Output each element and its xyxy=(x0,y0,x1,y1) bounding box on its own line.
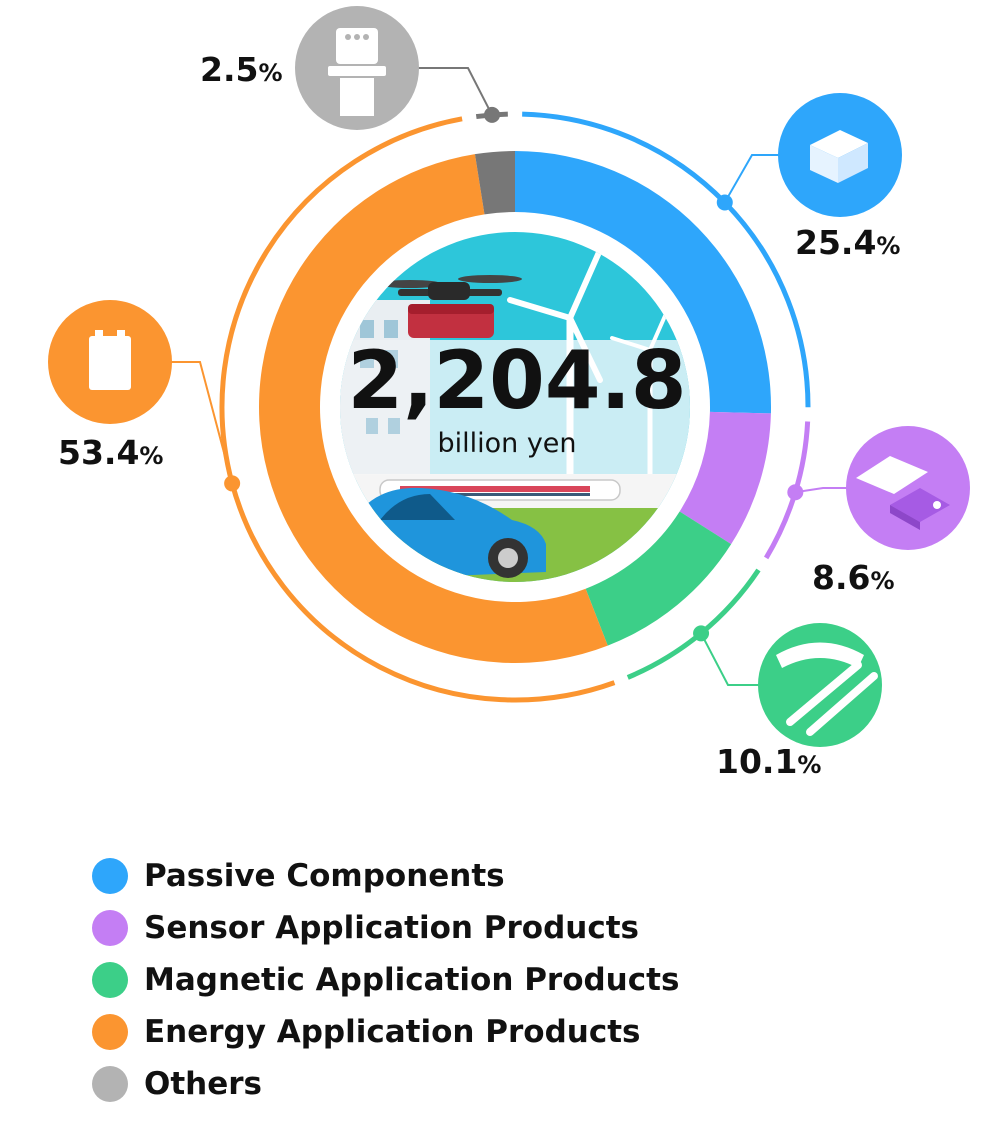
percentage-label-passive: 25.4% xyxy=(795,223,900,262)
donut-slice-2 xyxy=(585,511,732,646)
callout-dot-1 xyxy=(787,484,804,501)
legend-item-others: Others xyxy=(92,1058,679,1110)
legend-swatch xyxy=(92,962,128,998)
legend-label: Energy Application Products xyxy=(144,1014,641,1050)
legend-label: Sensor Application Products xyxy=(144,910,639,946)
legend-item-sensor: Sensor Application Products xyxy=(92,902,679,954)
drone-icon xyxy=(378,275,522,338)
total-value: 2,204.8 xyxy=(347,334,686,427)
percentage-label-sensor: 8.6% xyxy=(812,558,895,597)
donut-slices xyxy=(259,151,771,663)
callout-dot-0 xyxy=(716,194,733,211)
capacitor-chip-icon xyxy=(778,93,902,217)
donut-slice-3 xyxy=(259,154,608,663)
percentage-label-magnetic: 10.1% xyxy=(716,742,821,781)
total-unit: billion yen xyxy=(437,428,576,459)
magnetic-head-icon xyxy=(758,623,882,747)
donut-slice-4 xyxy=(474,151,515,215)
callout-dot-2 xyxy=(693,625,710,642)
donut-slice-1 xyxy=(679,411,771,545)
legend-swatch xyxy=(92,1014,128,1050)
legend-item-passive: Passive Components xyxy=(92,850,679,902)
legend-item-energy: Energy Application Products xyxy=(92,1006,679,1058)
sensor-chip-icon xyxy=(846,426,970,550)
legend-label: Others xyxy=(144,1066,263,1102)
percentage-label-others: 2.5% xyxy=(200,50,283,89)
legend-label: Magnetic Application Products xyxy=(144,962,680,998)
legend-item-magnetic: Magnetic Application Products xyxy=(92,954,679,1006)
center-illustration xyxy=(340,232,690,582)
legend-label: Passive Components xyxy=(144,858,505,894)
callout-dot-3 xyxy=(224,475,241,492)
legend-swatch xyxy=(92,1066,128,1102)
battery-icon xyxy=(48,300,172,424)
donut-slice-0 xyxy=(515,151,771,414)
wind-turbine-icon xyxy=(507,247,674,484)
callout-dot-4 xyxy=(484,106,501,123)
legend-swatch xyxy=(92,858,128,894)
legend-swatch xyxy=(92,910,128,946)
percentage-label-energy: 53.4% xyxy=(58,433,163,472)
stove-icon xyxy=(295,6,419,130)
legend: Passive Components Sensor Application Pr… xyxy=(92,850,679,1110)
